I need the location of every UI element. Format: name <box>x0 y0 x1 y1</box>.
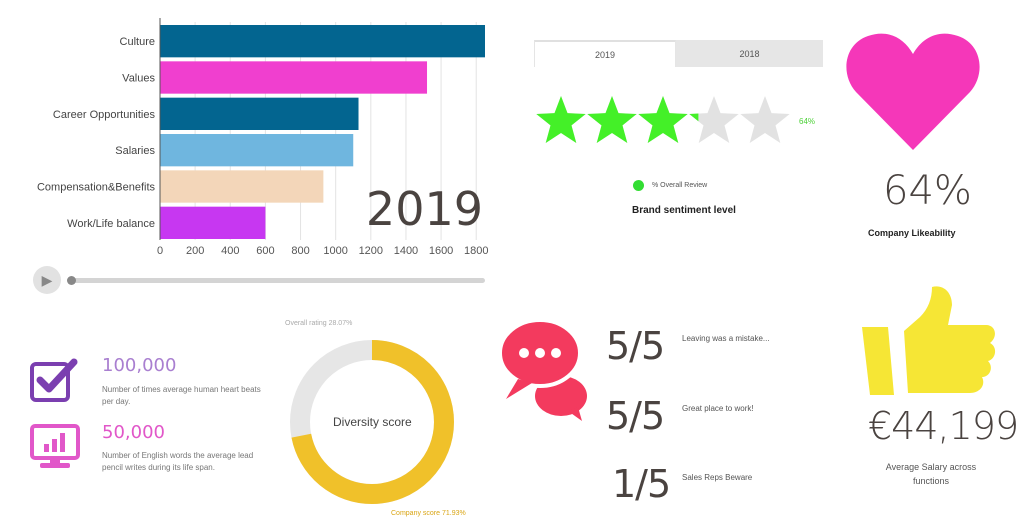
thumbs-up-icon <box>862 286 996 395</box>
x-tick-label: 200 <box>186 245 204 257</box>
timeline-handle[interactable] <box>67 276 76 285</box>
likeability-value: 64% <box>883 168 972 214</box>
monitor-chart-icon <box>30 424 80 468</box>
heart-icon <box>846 33 980 150</box>
stat-desc-2: Number of English words the average lead… <box>102 451 254 472</box>
y-tick-label: Salaries <box>115 145 155 157</box>
donut-center-label: Diversity score <box>333 415 412 429</box>
salary-label: Average Salary across functions <box>885 462 977 486</box>
x-tick-label: 600 <box>256 245 274 257</box>
legend-dot-icon <box>633 180 644 191</box>
y-tick-label: Compensation&Benefits <box>37 182 156 194</box>
bar[interactable] <box>160 25 485 58</box>
y-tick-label: Work/Life balance <box>67 218 155 230</box>
diversity-donut <box>290 340 454 504</box>
donut-company-segment <box>290 340 454 504</box>
bar[interactable] <box>160 170 324 203</box>
year-label: 2019 <box>366 182 483 236</box>
x-tick-label: 1400 <box>394 245 418 257</box>
play-icon: ▶ <box>41 271 53 288</box>
y-tick-label: Career Opportunities <box>53 109 156 121</box>
review-text-3: Sales Reps Beware <box>682 473 753 482</box>
bar[interactable] <box>160 206 266 239</box>
stat-number-1: 100,000 <box>102 355 177 376</box>
star-filled-icon <box>638 96 688 143</box>
tab-2019[interactable]: 2019 <box>534 40 676 67</box>
stat-desc-1: Number of times average human heart beat… <box>102 385 261 406</box>
sentiment-legend: % Overall Review <box>633 180 707 191</box>
likeability-label: Company Likeability <box>868 228 956 238</box>
star-filled-icon <box>587 96 637 143</box>
overall-rating-label: Overall rating 28.07% <box>285 320 353 327</box>
star-filled-icon <box>536 96 586 143</box>
bar[interactable] <box>160 97 359 130</box>
star-rating <box>536 96 790 143</box>
chat-bubbles-icon <box>498 318 587 421</box>
review-text-1: Leaving was a mistake... <box>682 334 770 343</box>
review-score-2: 5/5 <box>606 394 665 438</box>
star-percent: 64% <box>799 117 816 126</box>
star-empty-icon <box>740 96 790 143</box>
review-score-1: 5/5 <box>606 324 665 368</box>
timeline-track[interactable] <box>70 278 485 283</box>
checkbox-icon <box>30 358 78 402</box>
review-score-3: 1/5 <box>612 462 671 506</box>
x-tick-label: 1600 <box>429 245 453 257</box>
sentiment-title: Brand sentiment level <box>632 205 736 216</box>
bar[interactable] <box>160 61 428 94</box>
x-tick-label: 1800 <box>464 245 488 257</box>
legend-label: % Overall Review <box>652 182 708 189</box>
star-filled-icon <box>689 113 699 122</box>
x-tick-label: 400 <box>221 245 239 257</box>
x-tick-label: 800 <box>291 245 309 257</box>
salary-value: €44,199 <box>868 404 1019 448</box>
y-tick-label: Culture <box>120 36 155 48</box>
play-button[interactable]: ▶ <box>33 266 61 294</box>
x-tick-label: 1000 <box>323 245 347 257</box>
y-tick-label: Values <box>122 73 155 85</box>
tab-2018[interactable]: 2018 <box>676 40 823 67</box>
x-tick-label: 0 <box>157 245 163 257</box>
bar-chart: 0 200 400 600 800 1000 1200 1400 1600 1800 Culture… <box>37 18 488 257</box>
star-empty-icon <box>689 96 739 143</box>
company-score-label: Company score 71.93% <box>391 510 466 517</box>
stat-number-2: 50,000 <box>102 422 165 443</box>
x-tick-label: 1200 <box>359 245 383 257</box>
bar[interactable] <box>160 134 354 167</box>
review-text-2: Great place to work! <box>682 404 754 413</box>
